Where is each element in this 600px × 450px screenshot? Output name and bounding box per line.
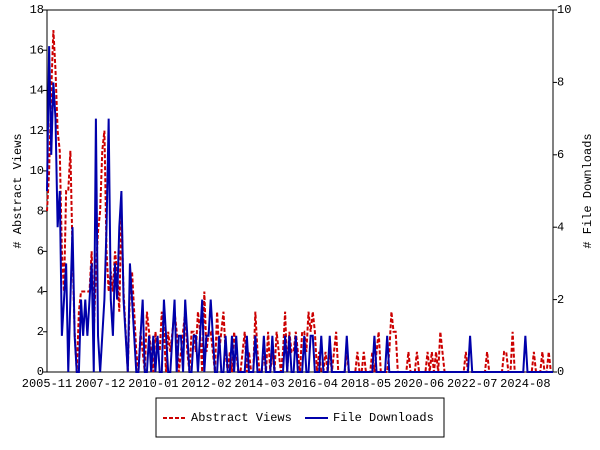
y2-axis-label: # File Downloads	[581, 133, 595, 248]
y2-tick-label: 8	[557, 76, 564, 90]
y-axis-label: # Abstract Views	[11, 133, 25, 248]
x-tick-label: 2018-05	[341, 377, 391, 391]
plot-frame	[46, 9, 554, 373]
y-tick-label: 14	[30, 84, 44, 98]
x-tick-label: 2024-08	[500, 377, 550, 391]
data-line	[46, 30, 553, 373]
y-tick-label: 12	[30, 124, 44, 138]
y-tick-label: 18	[30, 3, 44, 17]
y-tick-label: 16	[30, 43, 44, 57]
y2-tick-label: 10	[557, 3, 571, 17]
legend-label: File Downloads	[333, 411, 434, 425]
x-tick-label: 2016-04	[288, 377, 338, 391]
x-tick-label: 2020-06	[394, 377, 444, 391]
y2-tick-label: 0	[557, 365, 564, 379]
x-tick-label: 2014-03	[234, 377, 284, 391]
legend-label: Abstract Views	[191, 411, 292, 425]
y-tick-label: 10	[30, 164, 44, 178]
y2-tick-label: 2	[557, 293, 564, 307]
x-tick-label: 2010-01	[128, 377, 178, 391]
x-tick-label: 2012-02	[181, 377, 231, 391]
y2-tick-label: 6	[557, 148, 564, 162]
x-tick-label: 2022-07	[447, 377, 497, 391]
x-tick-label: 2007-12	[75, 377, 125, 391]
legend-box	[155, 397, 445, 438]
data-line	[46, 46, 553, 373]
y2-tick-label: 4	[557, 220, 564, 234]
y-tick-label: 0	[37, 365, 44, 379]
y-tick-label: 4	[37, 285, 44, 299]
x-tick-label: 2005-11	[22, 377, 72, 391]
y-tick-label: 6	[37, 245, 44, 259]
y-tick-label: 8	[37, 204, 44, 218]
y-tick-label: 2	[37, 325, 44, 339]
